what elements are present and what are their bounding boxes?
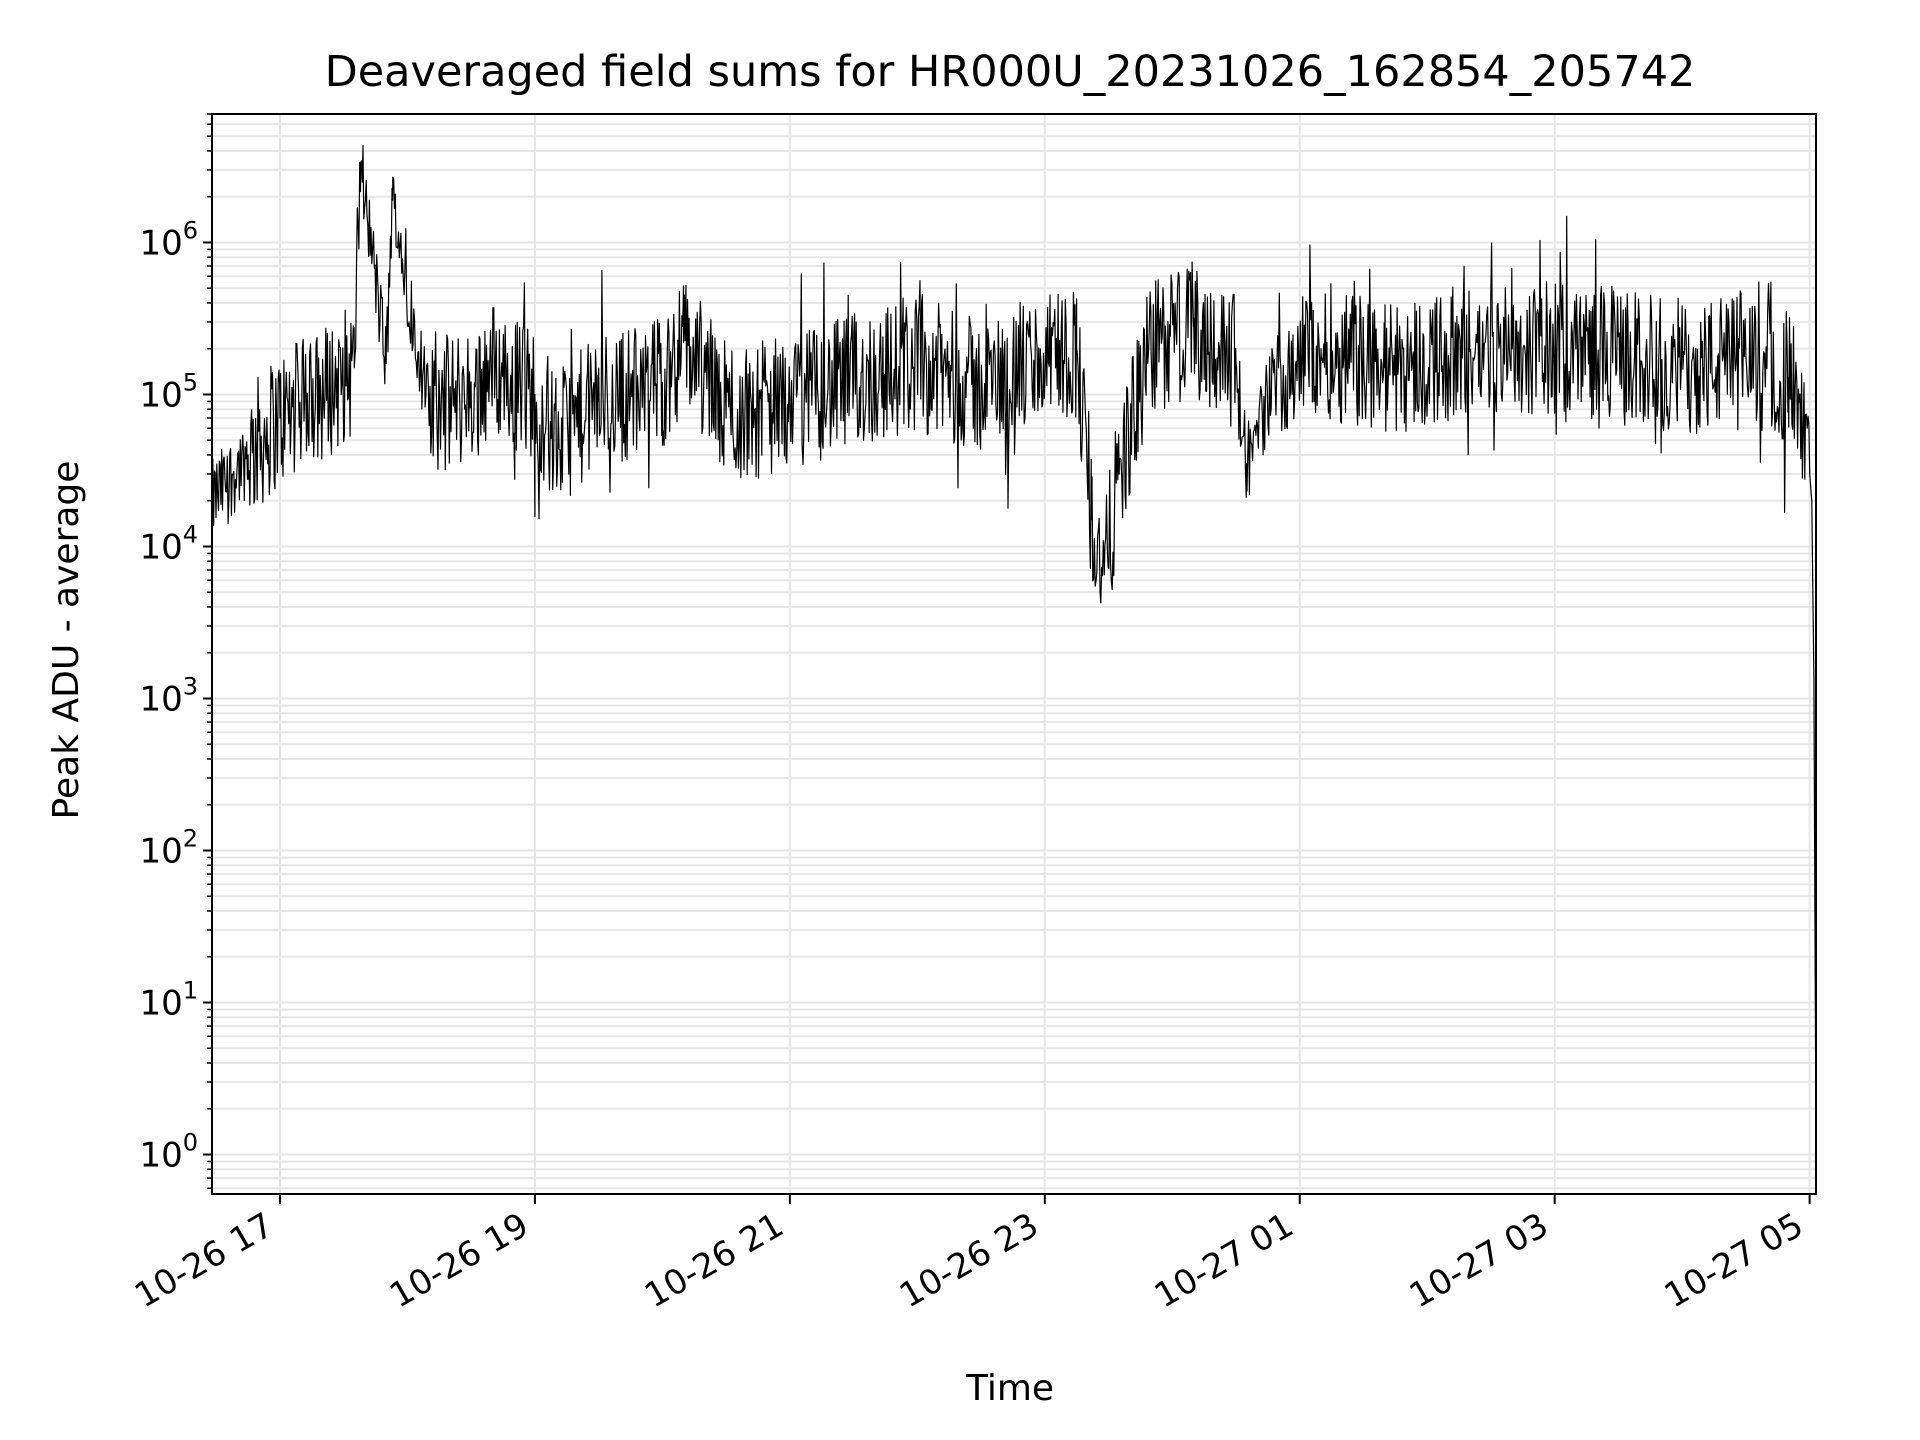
y-tick-label: 101 [139, 977, 198, 1024]
plot-frame [211, 113, 1817, 1195]
x-axis-label: Time [965, 1368, 1054, 1409]
series-line-group [211, 144, 1817, 1149]
major-gridlines [212, 114, 1816, 1194]
y-axis-ticks: 100 101 102 103 104 105 106 [139, 113, 212, 1190]
y-tick-label: 102 [139, 825, 198, 872]
y-tick-label: 100 [139, 1129, 198, 1176]
y-axis-label: Peak ADU - average [46, 461, 87, 820]
y-tick-label: 104 [139, 520, 198, 567]
minor-gridlines [212, 113, 1816, 1190]
series-line [211, 144, 1817, 1149]
y-tick-label: 105 [139, 368, 198, 415]
chart-title: Deaveraged field sums for HR000U_2023102… [325, 47, 1696, 97]
y-tick-label: 103 [139, 672, 198, 719]
y-tick-label: 106 [139, 216, 198, 263]
